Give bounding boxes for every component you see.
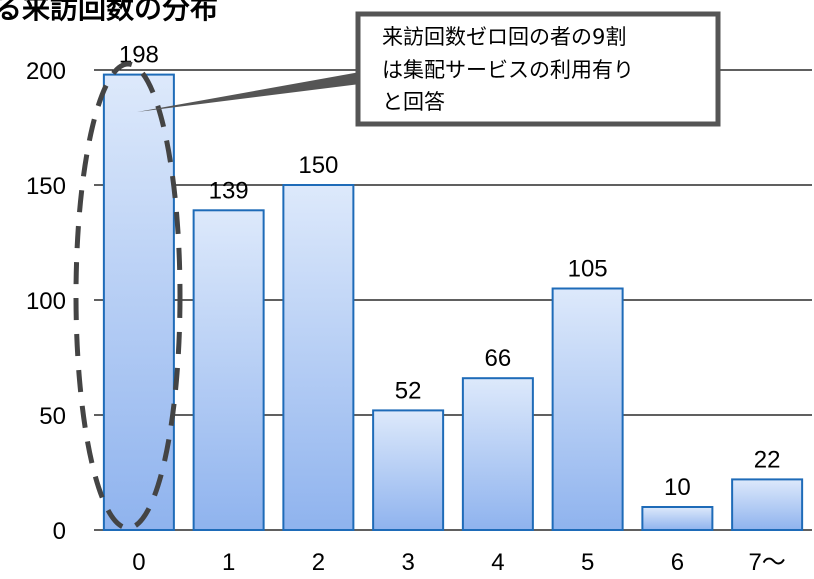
data-label: 22	[754, 446, 781, 473]
x-tick-label: 7～	[748, 549, 785, 576]
callout: 来訪回数ゼロ回の者の9割 は集配サービスの利用有り と回答	[355, 11, 721, 127]
x-tick-label: 3	[401, 549, 414, 576]
bar-6	[641, 506, 714, 531]
data-label: 150	[298, 152, 338, 179]
data-label: 105	[568, 256, 608, 283]
x-tick-label: 5	[581, 549, 594, 576]
x-tick-label: 1	[222, 549, 235, 576]
y-tick-label: 150	[26, 173, 66, 200]
chart-title-fragment: る来訪回数の分布	[0, 0, 218, 25]
bar-1	[192, 209, 265, 532]
data-label: 10	[664, 474, 691, 501]
y-tick-label: 200	[26, 58, 66, 85]
bar-4	[461, 377, 534, 532]
y-tick-label: 50	[39, 403, 66, 430]
x-tick-label: 4	[491, 549, 504, 576]
bar-0	[102, 73, 175, 531]
bar-3	[372, 409, 445, 531]
x-tick-label: 0	[132, 549, 145, 576]
callout-pointer	[137, 72, 360, 112]
bar-7	[731, 478, 804, 531]
callout-line-2: は集配サービスの利用有り	[382, 58, 634, 82]
x-tick-label: 2	[312, 549, 325, 576]
bars	[102, 73, 804, 532]
callout-line-1: 来訪回数ゼロ回の者の9割	[382, 25, 626, 49]
callout-line-3: と回答	[382, 90, 445, 114]
bar-2	[282, 184, 355, 531]
y-tick-label: 0	[53, 518, 66, 545]
y-axis: 0 50 100 150 200	[26, 58, 66, 545]
bar-5	[551, 287, 624, 531]
x-tick-label: 6	[671, 549, 684, 576]
data-label: 66	[485, 345, 512, 372]
data-label: 52	[395, 377, 422, 404]
callout-box	[355, 11, 721, 127]
y-tick-label: 100	[26, 288, 66, 315]
highlight-ellipse	[73, 61, 183, 531]
x-axis: 0 1 2 3 4 5 6 7～	[132, 549, 786, 576]
data-label: 139	[209, 177, 249, 204]
